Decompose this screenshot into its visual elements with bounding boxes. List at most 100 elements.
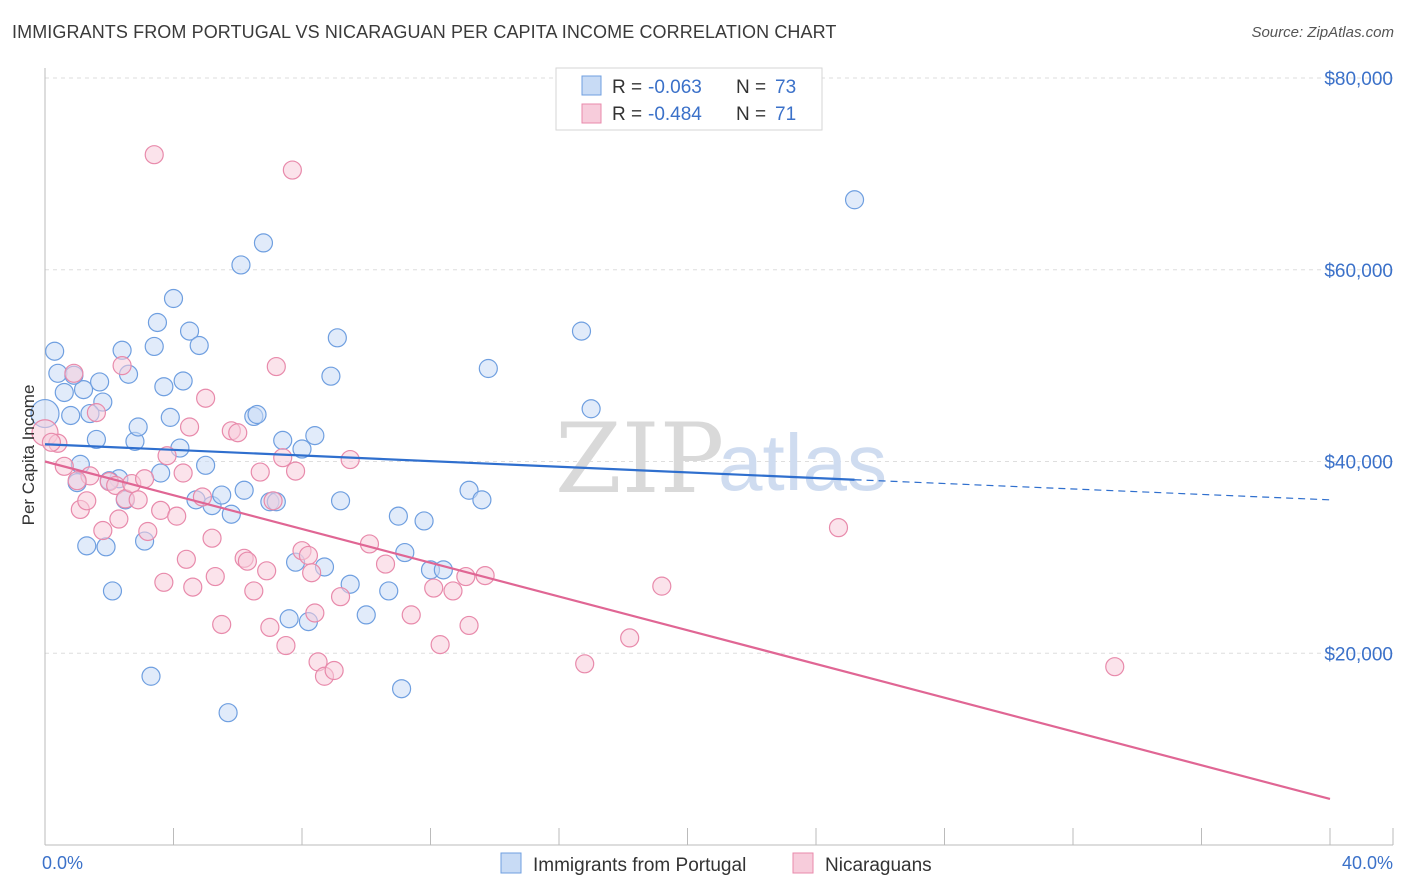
point-nicaraguan — [41, 432, 62, 452]
point-portugal — [86, 429, 107, 450]
point-portugal — [141, 666, 161, 686]
point-nicaraguan — [302, 563, 322, 583]
point-portugal — [189, 335, 209, 356]
point-nicaraguan — [276, 635, 296, 656]
trend-line-nicaraguans — [44, 460, 1331, 801]
point-nicaraguan — [64, 363, 84, 383]
legend-n-value-1: 73 — [775, 77, 796, 98]
legend-r-label-2: R = — [612, 104, 642, 125]
point-nicaraguan — [212, 614, 232, 635]
point-portugal — [292, 439, 312, 459]
legend-n-label-1: N = — [736, 77, 766, 98]
point-portugal — [151, 463, 171, 483]
point-nicaraguan — [575, 654, 595, 674]
x-tick-label-max: 40.0% — [1342, 853, 1393, 873]
point-nicaraguan — [330, 587, 351, 607]
bottom-legend: Immigrants from Portugal Nicaraguans — [500, 852, 932, 876]
top-legend: R = -0.063 N = 73 R = -0.484 N = 71 — [555, 67, 823, 131]
point-portugal — [218, 703, 238, 723]
x-tick-label-min: 0.0% — [42, 853, 83, 873]
point-nicaraguan — [86, 403, 107, 423]
point-portugal — [196, 455, 216, 475]
point-nicaraguan — [167, 506, 187, 526]
y-tick-label: $80,000 — [1324, 69, 1393, 90]
legend-r-value-1: -0.063 — [648, 77, 702, 98]
legend-r-value-2: -0.484 — [648, 104, 702, 125]
point-portugal — [61, 405, 81, 426]
point-nicaraguan — [157, 446, 177, 466]
bottom-legend-label-nicaraguans: Nicaraguans — [825, 855, 932, 876]
point-portugal — [388, 506, 408, 526]
point-nicaraguan — [196, 388, 216, 408]
point-nicaraguan — [285, 461, 306, 481]
point-portugal — [478, 358, 498, 379]
y-axis-title: Per Capita Income — [19, 385, 38, 526]
point-portugal — [414, 511, 434, 531]
point-portugal — [45, 341, 65, 361]
point-nicaraguan — [250, 462, 270, 482]
point-portugal — [154, 377, 174, 397]
point-nicaraguan — [151, 500, 171, 520]
source-label: Source: ZipAtlas.com — [1251, 24, 1394, 41]
point-nicaraguan — [443, 581, 463, 601]
point-nicaraguan — [202, 528, 222, 548]
bottom-legend-label-portugal: Immigrants from Portugal — [533, 855, 746, 876]
point-nicaraguan — [459, 615, 479, 636]
point-nicaraguan — [652, 576, 672, 596]
point-portugal — [330, 491, 351, 511]
point-portugal — [231, 255, 251, 275]
point-nicaraguan — [144, 145, 164, 165]
point-portugal — [102, 581, 123, 601]
point-nicaraguan — [401, 605, 421, 625]
point-nicaraguan — [109, 509, 129, 529]
point-nicaraguan — [1105, 657, 1125, 677]
legend-r-label-1: R = — [612, 77, 642, 98]
point-nicaraguan — [266, 356, 286, 377]
point-portugal — [581, 399, 601, 419]
point-nicaraguan — [244, 581, 264, 601]
point-nicaraguan — [324, 660, 344, 681]
point-nicaraguan — [340, 449, 360, 470]
point-portugal — [128, 417, 148, 437]
point-portugal — [279, 609, 299, 629]
legend-swatch-pink — [581, 103, 602, 124]
point-portugal — [459, 480, 479, 500]
tick-labels: $20,000 $40,000 $60,000 $80,000 0.0% 40.0% — [42, 69, 1393, 873]
point-portugal — [356, 605, 376, 625]
point-nicaraguan — [67, 471, 87, 491]
bottom-legend-swatch-portugal — [500, 852, 522, 874]
point-nicaraguan — [112, 356, 132, 376]
chart-title: IMMIGRANTS FROM PORTUGAL VS NICARAGUAN P… — [12, 22, 837, 42]
point-nicaraguan — [237, 551, 257, 571]
point-nicaraguan — [138, 521, 158, 542]
point-portugal — [163, 288, 184, 309]
point-portugal — [144, 336, 164, 357]
point-portugal — [234, 480, 254, 500]
point-nicaraguan — [263, 491, 283, 511]
watermark: ZIP atlas — [555, 403, 887, 515]
watermark-atlas: atlas — [718, 418, 887, 507]
point-portugal — [147, 312, 168, 333]
y-tick-label: $20,000 — [1324, 644, 1393, 665]
point-nicaraguan — [375, 554, 396, 574]
trend-line-portugal-extension — [854, 479, 1331, 501]
point-portugal — [247, 404, 267, 425]
point-nicaraguan — [298, 545, 319, 566]
point-nicaraguan — [257, 561, 277, 581]
watermark-zip: ZIP — [555, 403, 724, 515]
point-portugal — [321, 366, 341, 386]
point-portugal — [179, 321, 200, 341]
point-portugal — [96, 537, 116, 557]
point-portugal — [305, 426, 325, 446]
point-nicaraguan — [205, 566, 225, 587]
legend-swatch-blue — [581, 75, 602, 96]
point-portugal — [173, 371, 193, 391]
point-nicaraguan — [77, 491, 97, 511]
point-portugal — [54, 382, 74, 403]
point-nicaraguan — [173, 463, 193, 483]
point-portugal — [327, 328, 347, 348]
axes — [44, 68, 1394, 846]
data-points — [30, 145, 1125, 723]
point-portugal — [472, 490, 492, 510]
